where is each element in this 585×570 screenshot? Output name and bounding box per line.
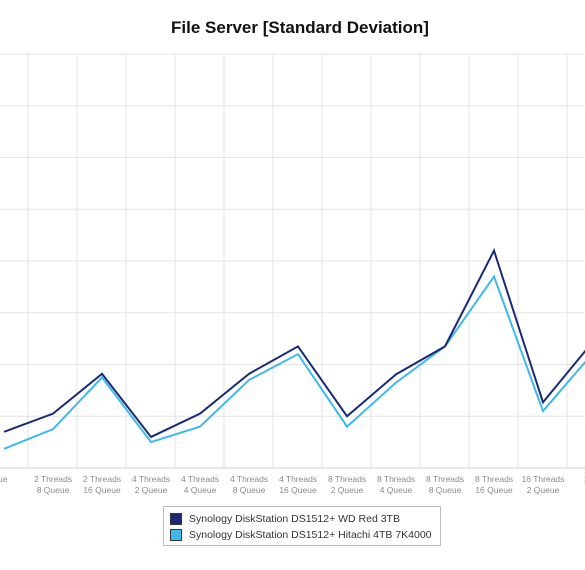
legend-item-series-2: Synology DiskStation DS1512+ Hitachi 4TB… xyxy=(170,528,432,542)
x-tick-label: 8 Queue xyxy=(233,485,266,495)
x-tick-label: 2 Threads xyxy=(83,474,121,484)
x-tick-label: 4 Queue xyxy=(184,485,217,495)
x-tick-label: 8 Threads xyxy=(426,474,464,484)
series-line-1 xyxy=(3,248,585,439)
legend-swatch-series-1 xyxy=(170,513,182,525)
x-tick-label: 8 Queue xyxy=(37,485,70,495)
x-tick-label: ueue xyxy=(0,474,8,484)
x-tick-label: 16 Threads xyxy=(522,474,565,484)
grid xyxy=(0,53,585,469)
legend-item-series-1: Synology DiskStation DS1512+ WD Red 3TB xyxy=(170,512,400,526)
x-tick-label: 4 Threads xyxy=(181,474,219,484)
x-tick-label: 16 Queue xyxy=(475,485,513,495)
x-tick-label: 4 Threads xyxy=(230,474,268,484)
series-line-2 xyxy=(3,274,585,450)
x-tick-label: 2 Queue xyxy=(331,485,364,495)
x-tick-label: 16 T xyxy=(584,474,585,484)
legend-swatch-series-2 xyxy=(170,529,182,541)
x-tick-label: 16 Queue xyxy=(279,485,317,495)
x-tick-label: 16 Queue xyxy=(83,485,121,495)
x-tick-label: 2 Queue xyxy=(135,485,168,495)
x-tick-label: 4 Threads xyxy=(279,474,317,484)
chart-title: File Server [Standard Deviation] xyxy=(171,18,429,37)
x-tick-label: 4 Threads xyxy=(132,474,170,484)
legend-label-series-1: Synology DiskStation DS1512+ WD Red 3TB xyxy=(189,513,400,525)
series-lines xyxy=(3,248,585,450)
x-tick-label: 8 Queue xyxy=(429,485,462,495)
x-tick-label: 4 Queue xyxy=(380,485,413,495)
legend: Synology DiskStation DS1512+ WD Red 3TB … xyxy=(163,506,441,546)
x-tick-label: 8 Threads xyxy=(328,474,366,484)
x-tick-label: 2 Queue xyxy=(527,485,560,495)
x-tick-label: 8 Threads xyxy=(377,474,415,484)
legend-label-series-2: Synology DiskStation DS1512+ Hitachi 4TB… xyxy=(189,529,432,541)
x-tick-label: 2 Threads xyxy=(34,474,72,484)
x-tick-label: 8 Threads xyxy=(475,474,513,484)
